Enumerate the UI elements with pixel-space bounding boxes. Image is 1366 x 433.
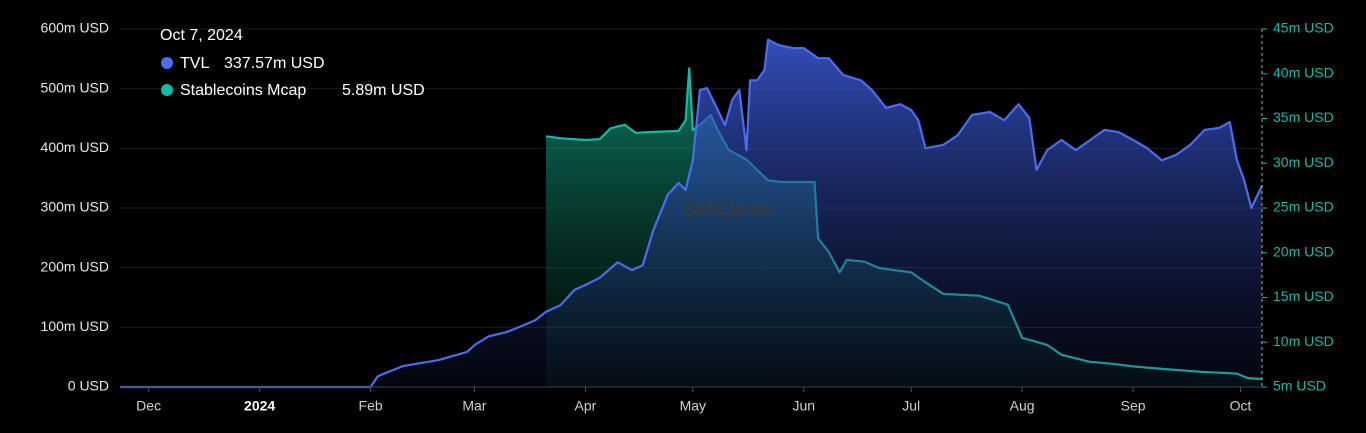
legend-swatch xyxy=(161,84,173,96)
y2-tick-label: 25m USD xyxy=(1273,199,1334,215)
y2-tick-label: 40m USD xyxy=(1273,64,1334,80)
y2-tick-label: 35m USD xyxy=(1273,109,1334,125)
x-tick-label: 2024 xyxy=(244,398,275,414)
tooltip-date: Oct 7, 2024 xyxy=(160,27,243,44)
x-tick-label: Oct xyxy=(1230,398,1252,414)
y-tick-label: 500m USD xyxy=(41,79,109,95)
y-tick-label: 600m USD xyxy=(41,20,109,36)
legend-label: Stablecoins Mcap xyxy=(180,82,306,99)
watermark: DefiLlama xyxy=(684,199,771,219)
x-tick-label: Jul xyxy=(902,398,920,414)
y2-tick-label: 10m USD xyxy=(1273,333,1334,349)
x-tick-label: May xyxy=(680,398,706,414)
y2-tick-label: 15m USD xyxy=(1273,288,1334,304)
foreground: 0 USD 100m USD 200m USD 300m USD 400m USD 500… xyxy=(41,20,1334,414)
areas xyxy=(120,38,1263,389)
y-tick-label: 100m USD xyxy=(41,318,109,334)
y-tick-label: 300m USD xyxy=(41,199,109,215)
series-area xyxy=(120,39,1262,387)
x-tick-label: Sep xyxy=(1121,398,1146,414)
y2-tick-label: 45m USD xyxy=(1273,20,1334,36)
x-tick-label: Feb xyxy=(359,398,383,414)
x-tick-label: Aug xyxy=(1010,398,1035,414)
y-tick-label: 200m USD xyxy=(41,258,109,274)
legend-value: 5.89m USD xyxy=(342,82,425,99)
y2-tick-label: 20m USD xyxy=(1273,243,1334,259)
y2-tick-label: 5m USD xyxy=(1273,378,1326,394)
x-tick-label: Mar xyxy=(462,398,486,414)
tooltip: Oct 7, 2024 TVL 337.57m USD Stablecoins … xyxy=(160,27,425,99)
x-tick-label: Apr xyxy=(574,398,596,414)
legend-label: TVL xyxy=(180,55,209,72)
legend-swatch xyxy=(161,57,173,69)
y-tick-label: 0 USD xyxy=(68,378,109,394)
x-tick-label: Dec xyxy=(136,398,161,414)
series-line xyxy=(120,38,1263,389)
y2-tick-label: 30m USD xyxy=(1273,154,1334,170)
x-tick-label: Jun xyxy=(792,398,815,414)
legend-value: 337.57m USD xyxy=(224,55,325,72)
y-tick-label: 400m USD xyxy=(41,139,109,155)
